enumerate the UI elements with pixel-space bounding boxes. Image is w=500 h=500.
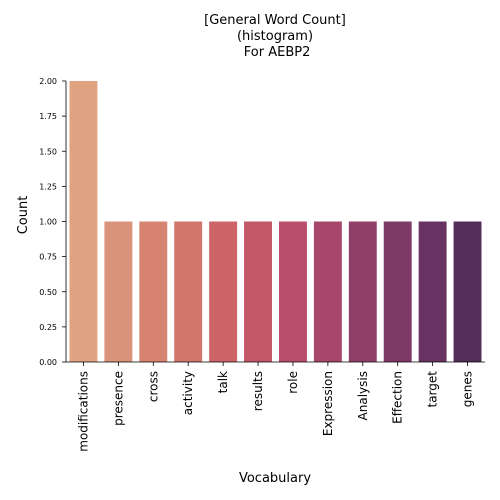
x-tick-label: activity <box>181 371 195 415</box>
bar-target <box>418 221 447 362</box>
bar-analysis <box>348 221 377 362</box>
bar-activity <box>174 221 203 362</box>
y-axis-label: Count <box>16 196 31 235</box>
bar-results <box>244 221 272 362</box>
x-axis: modifications presence cross activity talk re… <box>66 361 485 452</box>
title-line-3: For AEBP2 <box>240 45 311 60</box>
y-tick-label: 0.00 <box>39 358 57 367</box>
x-tick-label: genes <box>461 371 475 407</box>
x-tick-label: Expression <box>321 371 335 436</box>
bar-role <box>278 221 307 362</box>
y-axis: 0.00 0.25 0.50 0.75 1.00 1.25 1.50 1.75 2.00 <box>39 77 67 367</box>
bar-cross <box>139 221 168 362</box>
title-line-2: (histogram) <box>237 29 313 44</box>
bar-talk <box>209 221 238 362</box>
y-tick-label: 1.25 <box>39 182 57 191</box>
chart-title: [General Word Count] (histogram) For AEB… <box>204 13 346 60</box>
x-tick-label: modifications <box>76 371 90 452</box>
bar-presence <box>104 221 133 362</box>
x-tick-label: talk <box>216 371 230 393</box>
bar-genes <box>453 221 482 362</box>
y-tick-label: 1.75 <box>39 112 57 121</box>
x-tick-label: Effection <box>391 371 405 424</box>
x-tick-label: target <box>426 371 440 408</box>
bar-expression <box>313 221 342 362</box>
bars-group <box>69 81 482 362</box>
y-tick-label: 0.50 <box>39 288 57 297</box>
x-tick-label: role <box>286 371 300 394</box>
y-tick-label: 1.50 <box>39 147 57 156</box>
title-line-1: [General Word Count] <box>204 13 346 28</box>
x-tick-label: Analysis <box>356 371 370 420</box>
y-tick-label: 2.00 <box>39 77 57 86</box>
bar-effection <box>383 221 412 362</box>
x-tick-label: results <box>251 371 265 411</box>
x-tick-label: cross <box>146 371 160 402</box>
y-tick-label: 0.25 <box>39 323 57 332</box>
y-tick-label: 0.75 <box>39 253 57 262</box>
y-tick-label: 1.00 <box>39 218 57 227</box>
x-axis-label: Vocabulary <box>239 471 311 486</box>
x-tick-label: presence <box>111 371 125 426</box>
bar-modifications <box>69 81 98 362</box>
